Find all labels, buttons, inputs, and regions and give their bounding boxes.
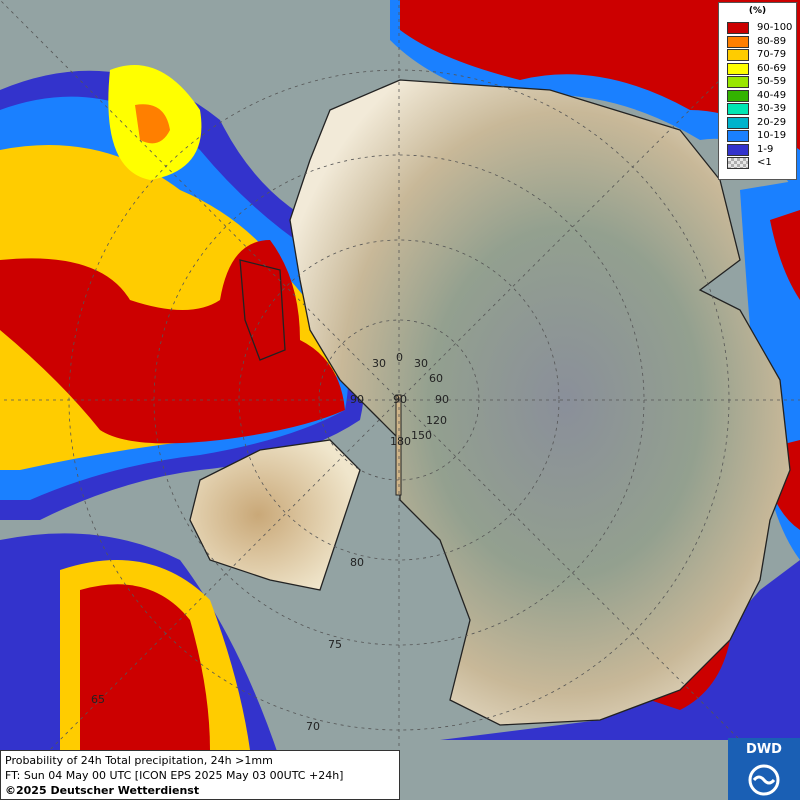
precip-area xyxy=(0,240,345,444)
continent xyxy=(289,79,791,726)
logo: DWD xyxy=(728,738,800,800)
graticule-label: 90 xyxy=(350,393,364,406)
legend-swatch xyxy=(727,62,749,75)
graticule-label: 30 xyxy=(414,357,428,370)
legend-label: 10-19 xyxy=(757,130,787,141)
legend-label: 1-9 xyxy=(757,143,774,155)
legend-swatch xyxy=(727,22,749,34)
legend-label: 90-100 xyxy=(757,22,793,33)
legend-label: <1 xyxy=(757,157,772,168)
legend-swatch xyxy=(727,130,749,142)
precip-area xyxy=(135,104,170,144)
legend-swatch xyxy=(727,35,749,48)
graticule-label: 180 xyxy=(390,435,411,448)
legend-swatch xyxy=(727,116,749,129)
precip-area xyxy=(80,584,210,750)
legend: (%) 90-100 80-89 70-79 60-69 50-59 40-49 30-39… xyxy=(718,2,797,180)
caption-line: FT: Sun 04 May 00 UTC [ICON EPS 2025 May… xyxy=(5,769,344,782)
graticule-label: 75 xyxy=(328,638,342,651)
caption-line: Probability of 24h Total precipitation, … xyxy=(5,754,273,767)
precip-area xyxy=(770,210,800,300)
graticule-label: 30 xyxy=(372,357,386,370)
legend-swatch xyxy=(727,76,749,88)
legend-label: 30-39 xyxy=(757,103,787,114)
legend-swatch xyxy=(727,49,749,61)
legend-label: 60-69 xyxy=(757,62,787,74)
legend-label: 40-49 xyxy=(757,89,787,101)
graticule-label: 65 xyxy=(91,693,105,706)
caption: Probability of 24h Total precipitation, … xyxy=(0,750,400,800)
island-outline xyxy=(239,259,286,361)
legend-swatch xyxy=(727,157,749,169)
legend-swatch xyxy=(727,89,749,102)
legend-label: 80-89 xyxy=(757,35,787,47)
logo-text: DWD xyxy=(746,742,782,757)
graticule-label: 150 xyxy=(411,429,432,442)
legend-swatch xyxy=(727,143,749,156)
graticule-label: 60 xyxy=(429,372,443,385)
graticule-label: 80 xyxy=(350,556,364,569)
graticule-label: 0 xyxy=(396,351,403,364)
legend-label: 50-59 xyxy=(757,76,787,87)
graticule-label: 120 xyxy=(426,414,447,427)
graticule-label: 70 xyxy=(306,720,320,733)
precip-area xyxy=(400,0,800,150)
caption-line: ©2025 Deutscher Wetterdienst xyxy=(5,784,200,797)
legend-label: 70-79 xyxy=(757,49,787,60)
legend-label: 20-29 xyxy=(757,116,787,128)
logo-icon xyxy=(748,764,780,796)
pole-marker xyxy=(395,394,402,496)
graticule-label: 90 xyxy=(435,393,449,406)
legend-title: (%) xyxy=(748,6,767,16)
legend-swatch xyxy=(727,103,749,115)
precip-area xyxy=(440,560,800,740)
graticule-label: 90 xyxy=(393,393,407,406)
peninsula xyxy=(189,439,361,591)
